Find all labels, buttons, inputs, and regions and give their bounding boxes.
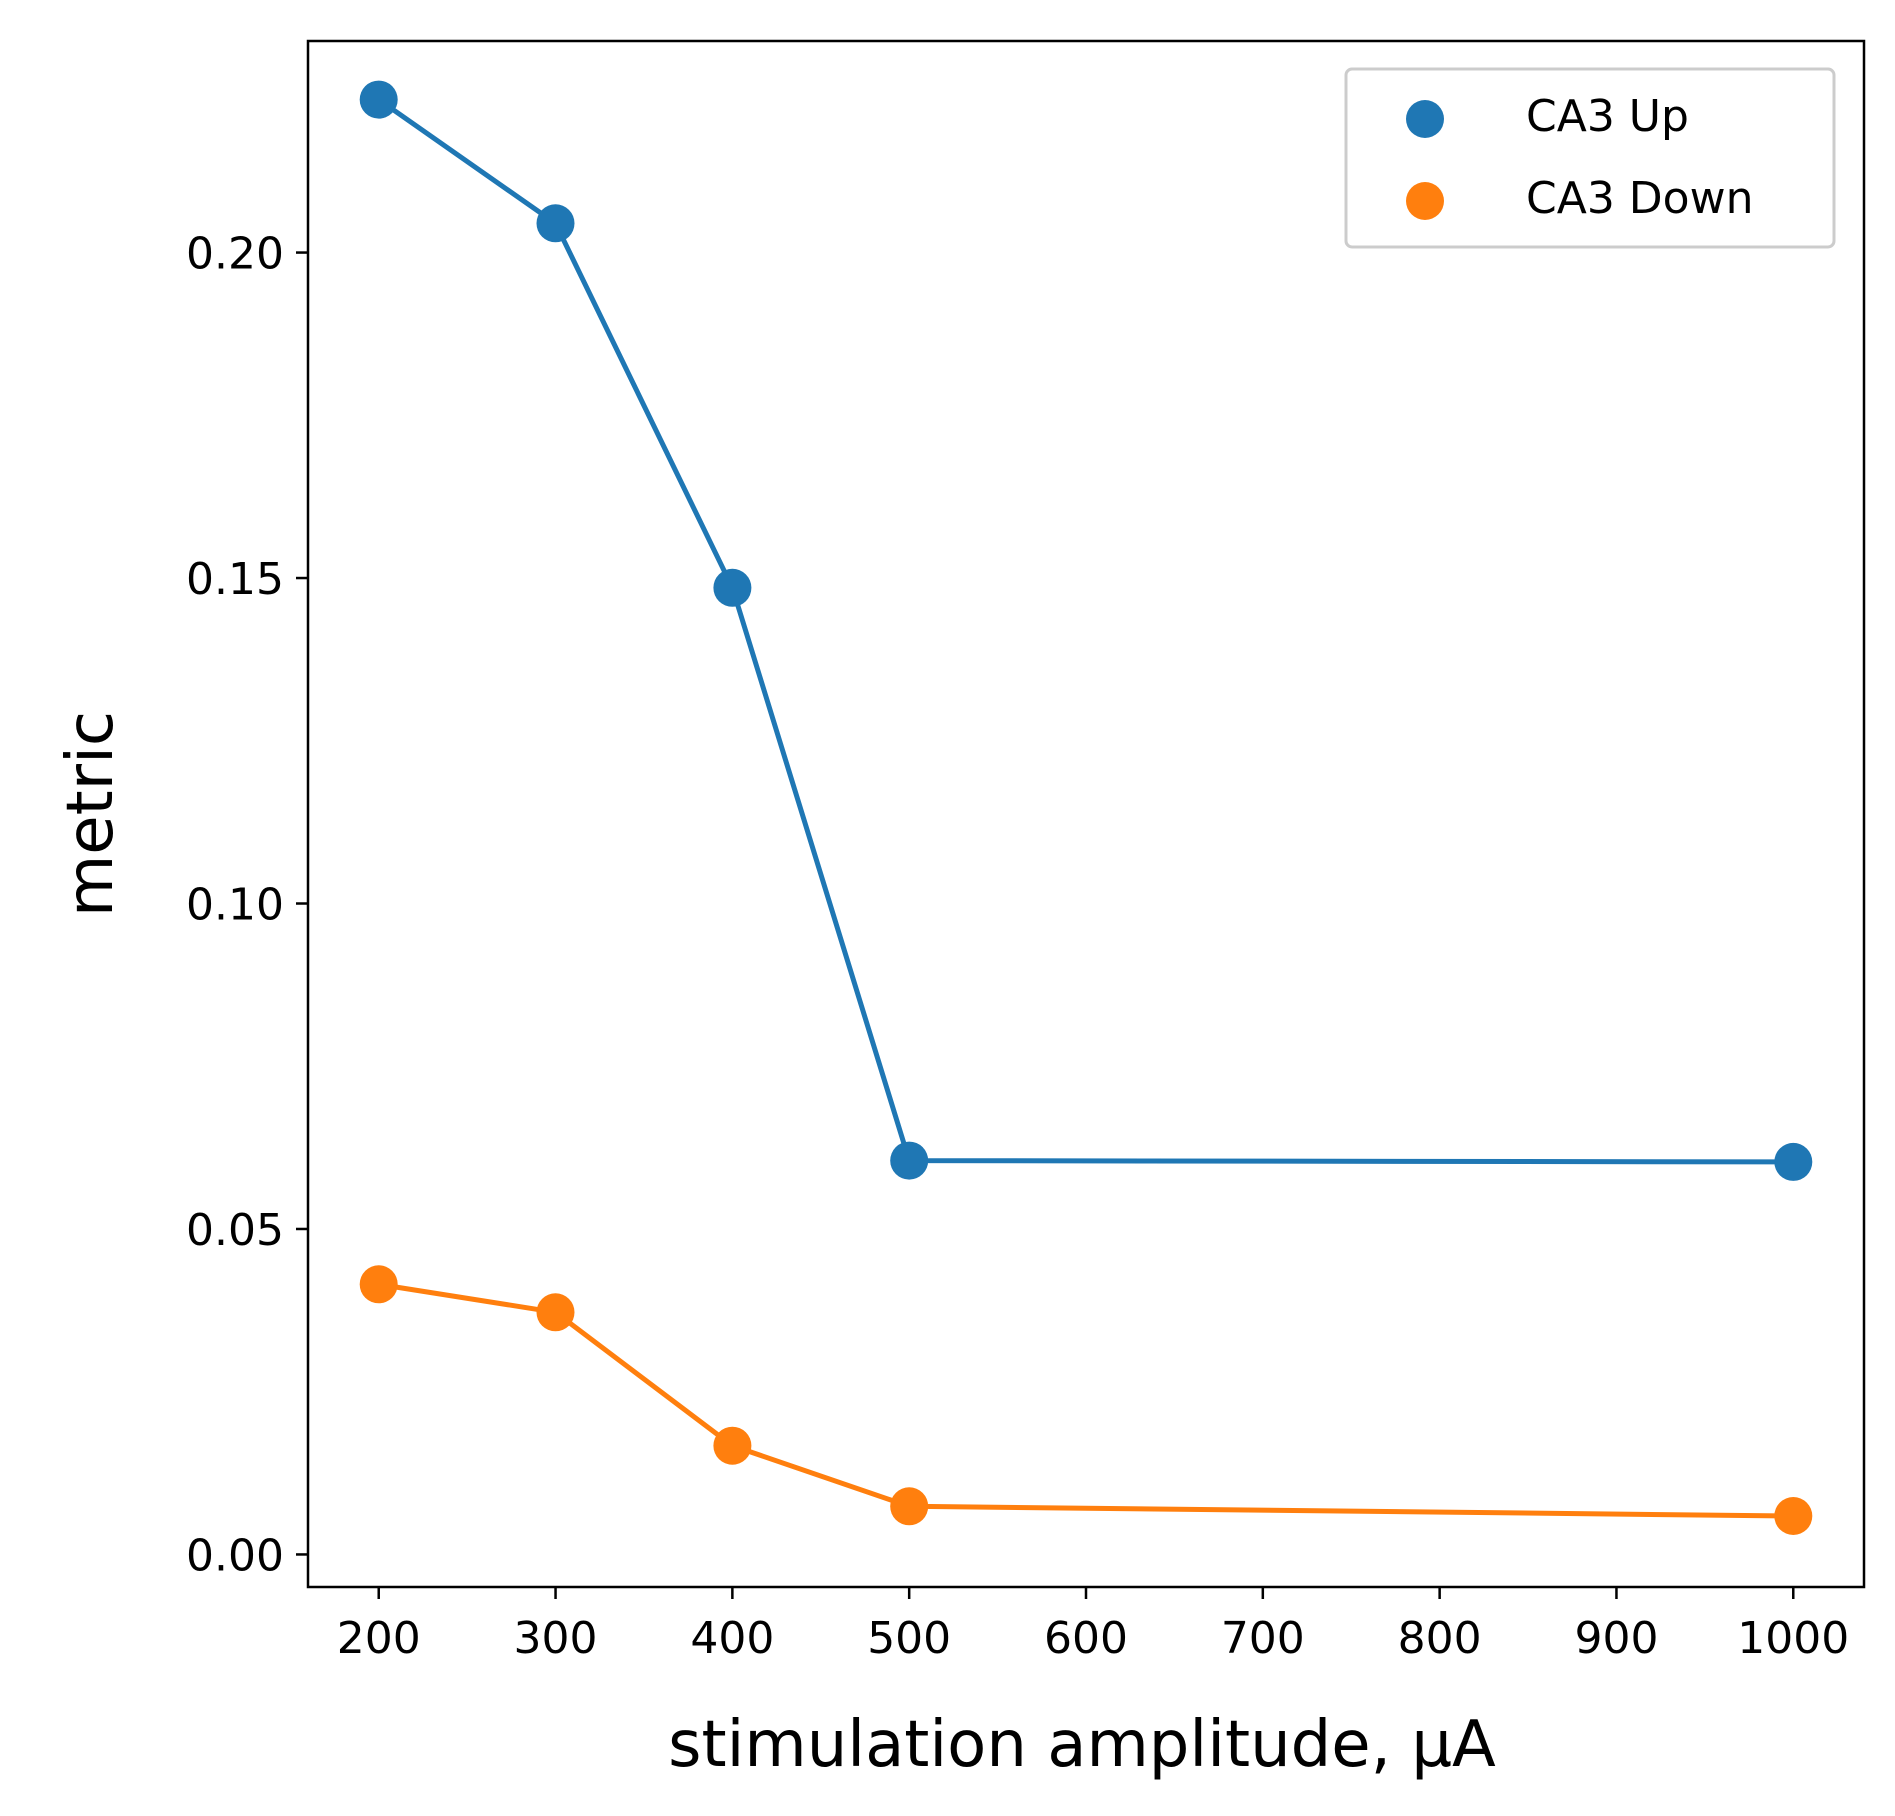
data-point-0-2 <box>713 568 752 607</box>
y-tick-label: 0.10 <box>186 880 284 931</box>
x-tick-label: 1000 <box>1737 1613 1849 1664</box>
legend-box <box>1344 67 1836 249</box>
data-point-0-1 <box>536 204 575 243</box>
x-tick-label: 300 <box>514 1613 598 1664</box>
x-tick-label: 500 <box>867 1613 951 1664</box>
y-tick-label: 0.00 <box>186 1530 284 1581</box>
data-point-0-0 <box>359 80 398 119</box>
x-tick-label: 600 <box>1044 1613 1128 1664</box>
legend-marker-ca3-up <box>1406 100 1444 138</box>
x-axis-title: stimulation amplitude, μA <box>668 1708 1496 1782</box>
chart-marks <box>359 80 1813 1535</box>
legend: CA3 Up CA3 Down <box>1344 67 1836 249</box>
x-tick-label: 800 <box>1398 1613 1482 1664</box>
x-tick-label: 900 <box>1574 1613 1658 1664</box>
y-tick-label: 0.05 <box>186 1205 284 1256</box>
data-point-0-3 <box>890 1141 929 1180</box>
data-point-1-4 <box>1774 1497 1813 1535</box>
x-tick-label: 200 <box>337 1613 421 1664</box>
data-point-0-4 <box>1774 1142 1813 1181</box>
y-tick-label: 0.20 <box>186 229 284 280</box>
x-axis: 200 300 400 500 600 700 800 900 1000 <box>337 1587 1849 1664</box>
data-point-1-2 <box>713 1426 752 1465</box>
data-point-1-1 <box>536 1293 575 1332</box>
data-point-1-3 <box>890 1487 929 1526</box>
legend-marker-ca3-down <box>1406 182 1444 220</box>
y-axis-title: metric <box>54 711 128 917</box>
data-point-1-0 <box>359 1265 398 1304</box>
y-tick-label: 0.15 <box>186 554 284 605</box>
x-tick-label: 700 <box>1221 1613 1305 1664</box>
y-axis: 0.00 0.05 0.10 0.15 0.20 <box>186 229 308 1581</box>
x-tick-label: 400 <box>690 1613 774 1664</box>
legend-label-ca3-down: CA3 Down <box>1526 173 1753 224</box>
legend-label-ca3-up: CA3 Up <box>1526 91 1689 142</box>
